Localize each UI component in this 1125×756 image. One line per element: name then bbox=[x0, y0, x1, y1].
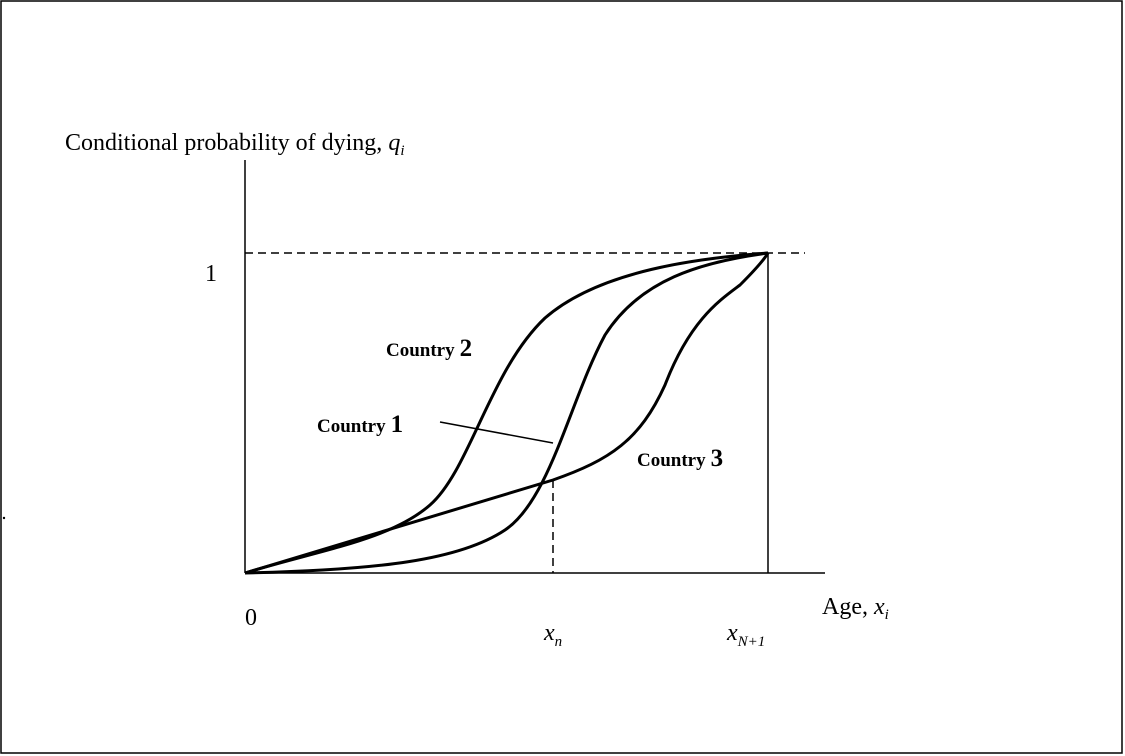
y-axis-label: Conditional probability of dying, qi bbox=[65, 130, 404, 159]
country-number: 1 bbox=[391, 411, 404, 438]
y-tick-label: 1 bbox=[205, 261, 217, 287]
x-tick-label: xN+1 bbox=[726, 620, 765, 650]
x-tick-label: 0 bbox=[245, 605, 257, 631]
y-label-sub: i bbox=[400, 143, 404, 159]
curve-country-3 bbox=[244, 252, 770, 575]
country-number: 3 bbox=[711, 445, 724, 472]
country-word: Country bbox=[317, 416, 386, 437]
country-label: Country 3 bbox=[637, 445, 723, 472]
x-tick-sub: n bbox=[555, 634, 563, 650]
country-word: Country bbox=[637, 450, 706, 471]
x-label-var: x bbox=[873, 594, 885, 620]
x-label-sub: i bbox=[885, 607, 889, 623]
x-axis-label: Age, xi bbox=[822, 594, 889, 623]
x-tick-var: x bbox=[726, 620, 738, 646]
curve-country-2 bbox=[244, 251, 769, 575]
country-word: Country bbox=[386, 340, 455, 361]
y-label-text: Conditional probability of dying, bbox=[65, 130, 388, 156]
country-number: 2 bbox=[460, 335, 473, 362]
pointer-line bbox=[439, 421, 554, 444]
dot bbox=[2, 516, 6, 520]
curve-country-1 bbox=[244, 251, 769, 575]
country-label: Country 2 bbox=[386, 335, 472, 362]
y-label-var: q bbox=[388, 130, 400, 156]
country-label: Country 1 bbox=[317, 411, 403, 438]
x-tick-label: xn bbox=[543, 620, 562, 650]
x-tick-sub: N+1 bbox=[737, 634, 766, 650]
x-label-text: Age, bbox=[822, 594, 874, 620]
x-tick-var: x bbox=[543, 620, 555, 646]
